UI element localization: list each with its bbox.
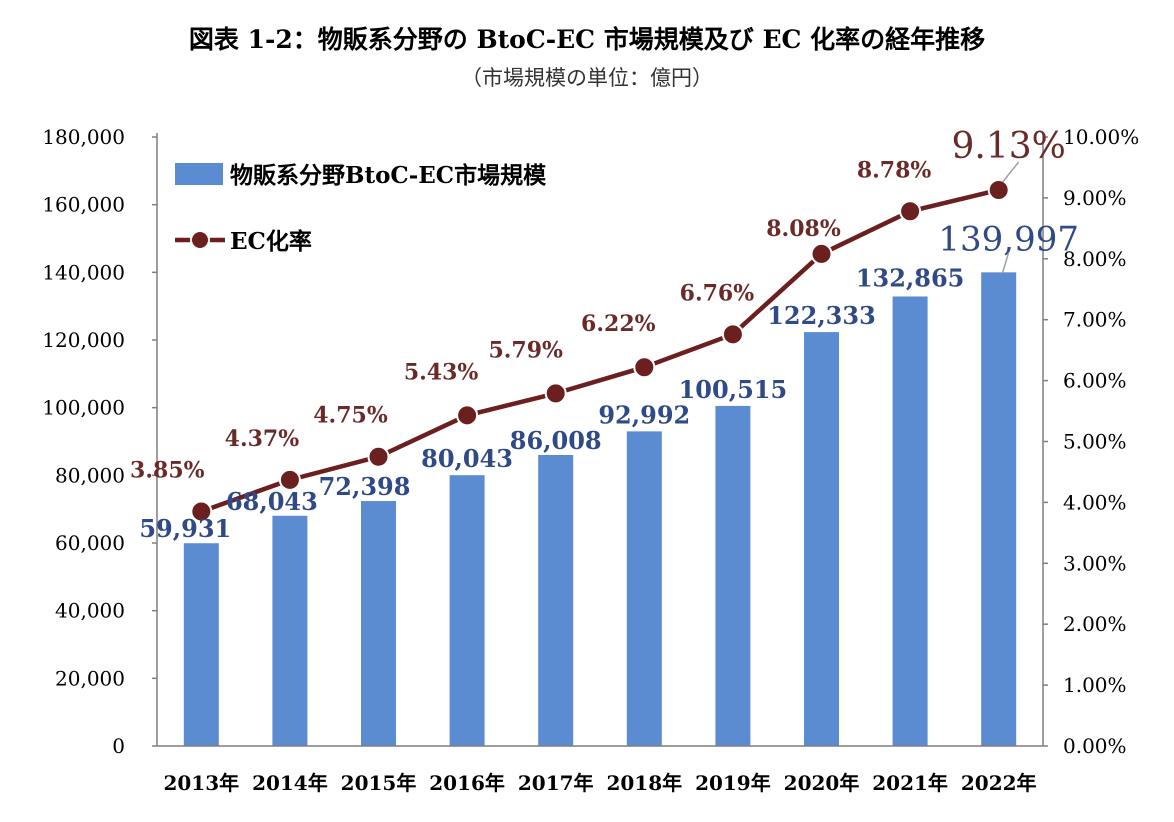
- bar: [626, 431, 662, 746]
- ec-rate-point: [278, 468, 301, 491]
- ec-rate-point: [544, 382, 567, 405]
- x-tick-label: 2021年: [872, 771, 948, 795]
- legend-bar-swatch: [175, 163, 223, 185]
- y-left-tick-label: 60,000: [55, 531, 125, 555]
- y-left-tick-label: 180,000: [42, 125, 125, 149]
- x-tick-label: 2022年: [961, 771, 1037, 795]
- bar-value-label: 92,992: [598, 400, 690, 429]
- ec-rate-point: [633, 356, 656, 379]
- bar: [449, 475, 485, 746]
- ec-rate-point: [456, 404, 479, 427]
- line-value-label: 8.08%: [766, 216, 841, 242]
- legend: 物販系分野BtoC-EC市場規模 EC化率: [175, 162, 547, 255]
- y-left-tick-label: 20,000: [55, 666, 125, 690]
- line-value-label: 4.37%: [225, 426, 300, 452]
- y-right-tick-label: 9.00%: [1063, 186, 1127, 210]
- ec-rate-point: [190, 500, 213, 523]
- bar-value-label: 72,398: [319, 472, 411, 501]
- bar: [715, 405, 751, 746]
- x-tick-label: 2015年: [341, 771, 417, 795]
- y-left-tick-label: 40,000: [55, 599, 125, 623]
- line-value-label: 6.76%: [680, 280, 755, 306]
- y-right-tick-label: 8.00%: [1063, 247, 1127, 271]
- x-tick-label: 2020年: [784, 771, 860, 795]
- x-tick-label: 2013年: [163, 771, 239, 795]
- line-value-label: 6.22%: [581, 311, 656, 337]
- x-tick-label: 2014年: [252, 771, 328, 795]
- bar-value-label: 68,043: [226, 487, 318, 516]
- y-left-tick-label: 80,000: [55, 463, 125, 487]
- bar-value-label: 132,865: [856, 263, 965, 292]
- x-tick-label: 2018年: [606, 771, 682, 795]
- bar: [892, 296, 928, 746]
- ec-rate-point: [899, 200, 922, 223]
- y-right-tick-label: 1.00%: [1063, 673, 1127, 697]
- ec-rate-point: [721, 323, 744, 346]
- line-value-label: 9.13%: [952, 126, 1066, 167]
- chart-title: 図表 1-2：物販系分野の BtoC-EC 市場規模及び EC 化率の経年推移: [188, 25, 986, 54]
- y-left-tick-label: 160,000: [42, 193, 125, 217]
- x-tick-label: 2017年: [518, 771, 594, 795]
- y-right-tick-label: 2.00%: [1063, 612, 1127, 636]
- bar-value-label: 80,043: [421, 444, 513, 473]
- line-value-label: 8.78%: [857, 157, 932, 183]
- bar-value-label: 59,931: [139, 514, 231, 543]
- bar: [272, 515, 308, 746]
- y-left-tick-label: 0: [112, 734, 125, 758]
- bar-value-label: 122,333: [767, 301, 876, 330]
- chart-subtitle: （市場規模の単位：億円）: [461, 66, 713, 90]
- line-value-label: 3.85%: [130, 458, 205, 484]
- y-right-tick-label: 6.00%: [1063, 369, 1127, 393]
- ec-rate-point: [367, 445, 390, 468]
- ec-rate-line: [200, 187, 1000, 514]
- y-left-tick-label: 140,000: [42, 260, 125, 284]
- x-tick-label: 2019年: [695, 771, 771, 795]
- leader-line: [1001, 252, 1010, 273]
- bar: [183, 543, 219, 746]
- y-left-tick-label: 120,000: [42, 328, 125, 352]
- y-right-tick-label: 5.00%: [1063, 430, 1127, 454]
- bar-value-label: 100,515: [679, 375, 788, 404]
- bar: [804, 332, 839, 746]
- bar: [361, 501, 396, 746]
- ec-rate-point: [987, 178, 1010, 201]
- line-value-label: 5.79%: [488, 337, 563, 363]
- y-left-tick-label: 100,000: [42, 396, 125, 420]
- y-right-tick-label: 0.00%: [1063, 734, 1127, 758]
- bar-value-label: 86,008: [510, 426, 602, 455]
- y-right-tick-label: 4.00%: [1063, 490, 1127, 514]
- x-tick-label: 2016年: [429, 771, 505, 795]
- line-value-label: 5.43%: [404, 359, 479, 385]
- ec-rate-point: [810, 242, 833, 265]
- bar: [981, 272, 1017, 746]
- line-value-label: 4.75%: [313, 403, 388, 429]
- leader-line: [1002, 161, 1020, 183]
- legend-line-marker: [190, 230, 210, 250]
- y-right-tick-label: 7.00%: [1063, 308, 1127, 332]
- y-right-tick-label: 10.00%: [1063, 125, 1139, 149]
- y-right-tick-label: 3.00%: [1063, 551, 1127, 575]
- legend-line-label: EC化率: [230, 228, 312, 255]
- bar: [538, 455, 574, 746]
- legend-bar-label: 物販系分野BtoC-EC市場規模: [230, 162, 547, 189]
